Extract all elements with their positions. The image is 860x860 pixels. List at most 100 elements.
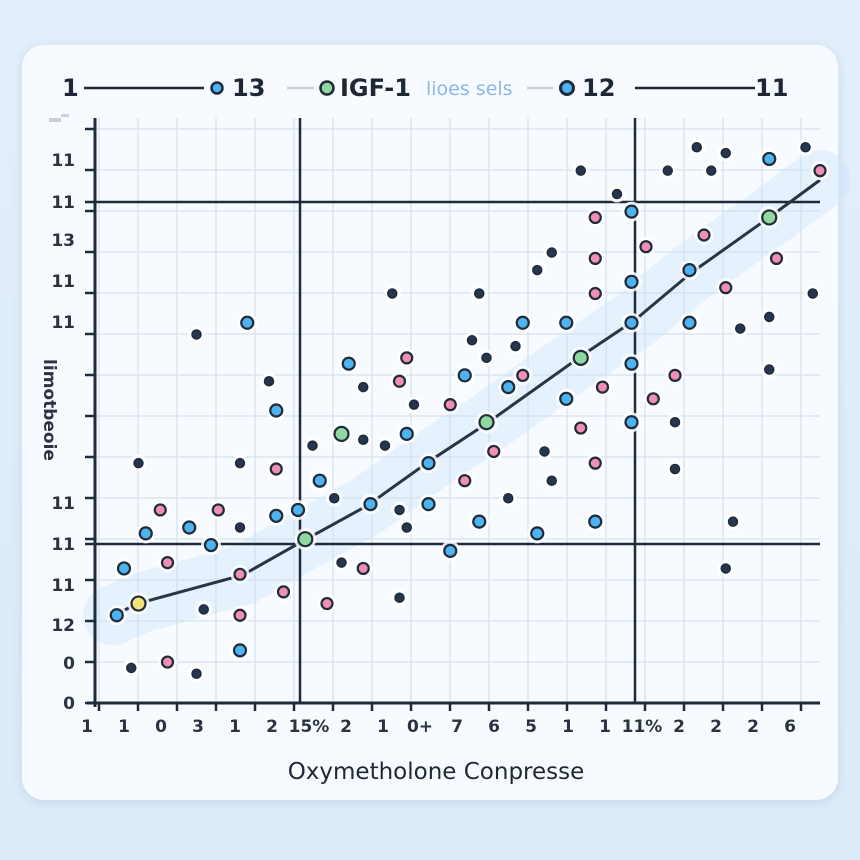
x-axis-label: Oxymetholone Conpresse xyxy=(288,759,585,785)
data-point-pink xyxy=(233,608,247,622)
data-point-blue xyxy=(116,561,132,576)
y-tick-label: 11 xyxy=(51,313,75,333)
data-point-blue xyxy=(109,608,124,623)
data-point-blue xyxy=(588,514,603,529)
data-point-dark xyxy=(539,446,550,457)
data-points xyxy=(106,138,830,683)
data-point-dark xyxy=(575,165,586,176)
trend-line-path xyxy=(112,178,821,617)
grid xyxy=(95,118,820,703)
data-point-pink xyxy=(639,240,653,254)
data-point-green xyxy=(761,209,778,226)
data-point-dark xyxy=(387,288,398,299)
data-point-dark xyxy=(735,323,746,334)
data-point-pink xyxy=(233,567,247,581)
data-point-dark xyxy=(720,147,731,159)
data-point-dark xyxy=(358,434,369,445)
data-point-blue xyxy=(232,643,248,658)
data-point-dark xyxy=(764,364,775,375)
legend-marker-blue xyxy=(559,80,575,96)
axis-corner-icon xyxy=(49,114,69,122)
trend-line xyxy=(112,178,821,617)
data-point-dark xyxy=(706,165,717,176)
data-point-blue xyxy=(443,543,458,559)
data-point-dark xyxy=(126,662,137,674)
data-point-dark xyxy=(191,329,202,340)
data-point-dark xyxy=(503,493,514,504)
legend-marker-green xyxy=(319,80,335,96)
data-point-pink xyxy=(153,503,167,517)
y-tick-labels: 11 11 13 11 11 11 11 11 12 0 0 xyxy=(51,151,75,714)
y-tick-label: 12 xyxy=(51,616,75,636)
data-point-pink xyxy=(458,474,472,488)
data-point-blue xyxy=(138,526,153,541)
x-tick-label: 1 xyxy=(599,717,611,737)
data-point-pink xyxy=(516,368,530,382)
x-tick-label: 15% xyxy=(289,717,330,737)
data-point-pink xyxy=(160,655,175,669)
x-tick-label: 2 xyxy=(266,717,278,737)
data-point-blue xyxy=(363,497,378,512)
x-tick-label: 7 xyxy=(451,717,463,737)
data-point-dark xyxy=(691,142,702,153)
data-point-pink xyxy=(595,380,610,394)
y-tick-label: 11 xyxy=(51,494,75,514)
data-point-pink xyxy=(574,421,588,435)
x-tick-label: 3 xyxy=(192,717,204,737)
data-point-blue xyxy=(515,315,530,330)
x-tick-label: 2 xyxy=(747,717,759,737)
data-point-pink xyxy=(400,351,414,365)
legend-item-13: 13 xyxy=(232,74,265,102)
data-point-blue xyxy=(421,456,436,471)
data-point-blue xyxy=(240,315,255,330)
data-point-dark xyxy=(611,188,623,200)
data-point-dark xyxy=(474,288,485,299)
y-tick-label: 11 xyxy=(51,576,75,596)
data-point-dark xyxy=(394,592,405,603)
data-point-dark xyxy=(764,311,775,323)
data-point-blue xyxy=(312,473,327,488)
data-point-blue xyxy=(203,537,219,553)
x-tick-label: 2 xyxy=(673,717,685,737)
y-tick-label: 13 xyxy=(51,231,75,251)
x-tick-label: 1 xyxy=(377,717,389,737)
data-point-pink xyxy=(211,503,225,517)
data-point-pink xyxy=(646,392,660,406)
data-point-yellow xyxy=(130,595,147,612)
y-tick-label: 11 xyxy=(51,193,75,213)
legend-item-1: 1 xyxy=(62,74,79,102)
x-tick-label: 1 xyxy=(81,717,93,737)
data-point-pink xyxy=(269,462,283,476)
data-point-dark xyxy=(358,381,369,393)
data-point-dark xyxy=(720,563,731,574)
data-point-blue xyxy=(341,356,356,371)
data-point-pink xyxy=(320,596,334,611)
data-point-pink xyxy=(276,585,291,599)
data-point-blue xyxy=(624,415,639,430)
data-point-pink xyxy=(588,286,602,301)
data-point-blue xyxy=(421,497,436,512)
data-point-blue xyxy=(269,403,284,418)
data-point-blue xyxy=(682,263,697,278)
data-point-blue xyxy=(682,315,697,330)
data-point-dark xyxy=(234,457,246,469)
data-point-dark xyxy=(394,504,405,516)
data-point-blue xyxy=(501,380,516,395)
data-point-dark xyxy=(546,247,557,258)
legend-item-igf1: IGF-1 xyxy=(340,74,411,102)
y-axis-label: limotbeoie xyxy=(39,359,59,461)
data-point-green xyxy=(333,425,350,442)
data-point-blue xyxy=(624,315,639,330)
data-point-dark xyxy=(379,440,391,451)
legend-marker-blue xyxy=(210,81,224,95)
data-point-pink xyxy=(392,374,407,388)
data-point-green xyxy=(297,531,314,548)
data-point-pink xyxy=(813,164,827,178)
data-point-dark xyxy=(662,165,673,176)
y-tick-label: 11 xyxy=(51,272,75,292)
data-point-blue xyxy=(290,502,306,518)
x-tick-label: 11% xyxy=(622,717,663,737)
data-point-dark xyxy=(510,340,521,352)
data-point-blue xyxy=(269,508,284,523)
data-point-dark xyxy=(807,288,818,299)
